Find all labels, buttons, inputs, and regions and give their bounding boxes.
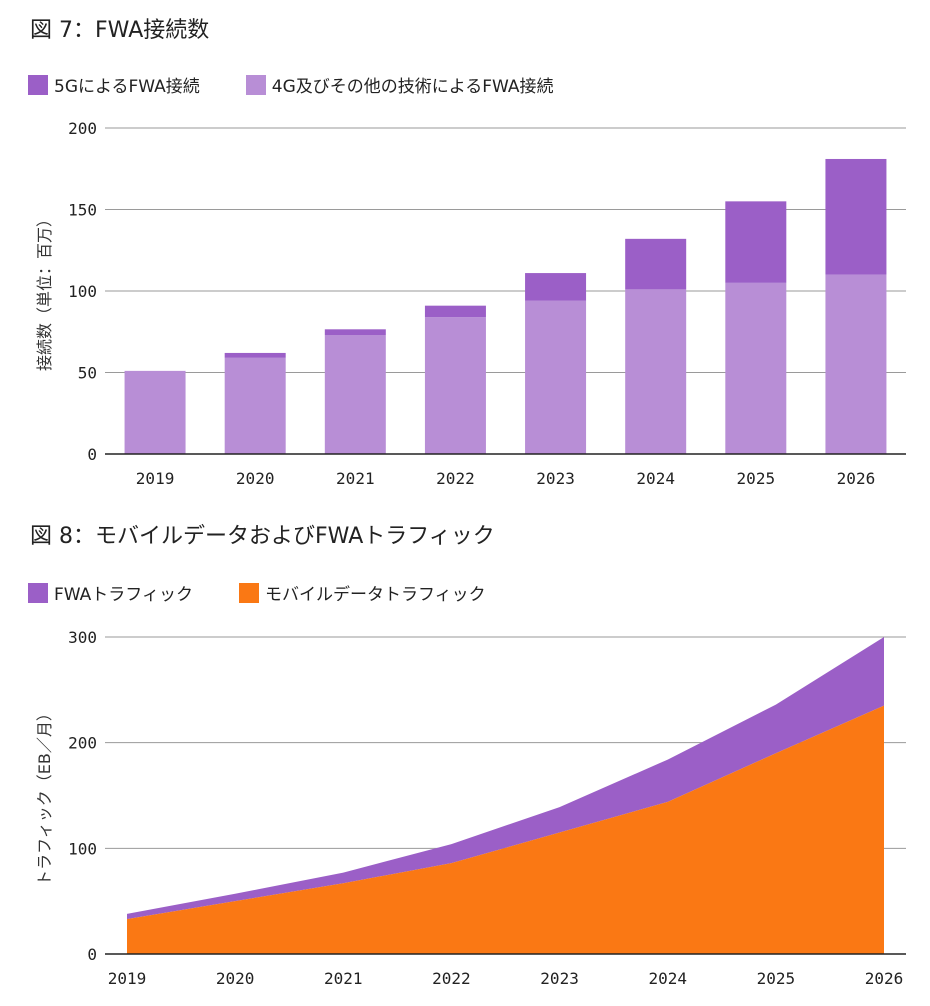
y-tick-label: 200 [68, 119, 97, 138]
y-tick-label: 0 [87, 445, 97, 464]
y-tick-label: 100 [68, 839, 97, 858]
bar-4g-2026 [825, 274, 887, 454]
y-tick-label: 200 [68, 734, 97, 753]
x-tick-label: 2021 [324, 969, 363, 988]
x-tick-label: 2025 [757, 969, 796, 988]
bar-4g-2019 [124, 370, 186, 454]
legend-label-4g: 4G及びその他の技術によるFWA接続 [271, 77, 554, 97]
y-tick-label: 0 [87, 945, 97, 964]
legend-label-mobile-traffic: モバイルデータトラフィック [264, 585, 486, 605]
legend-item-5g: 5GによるFWA接続 [28, 72, 200, 97]
legend-swatch-5g [28, 74, 48, 95]
bar-5g-2021 [324, 329, 386, 336]
legend-item-4g: 4G及びその他の技術によるFWA接続 [245, 72, 554, 97]
bar-4g-2021 [324, 335, 386, 454]
x-tick-label: 2024 [648, 969, 687, 988]
x-tick-label: 2026 [837, 469, 876, 488]
bar-5g-2024 [625, 238, 687, 290]
bar-4g-2025 [725, 282, 787, 454]
y-tick-label: 100 [68, 282, 97, 301]
bar-5g-2023 [525, 273, 587, 301]
x-tick-label: 2022 [436, 469, 475, 488]
area-mobile-data-traffic [127, 705, 884, 954]
x-tick-label: 2023 [540, 969, 579, 988]
legend-swatch-fwa-traffic [28, 582, 48, 603]
bar-5g-2020 [224, 352, 286, 358]
y-tick-label: 300 [68, 628, 97, 647]
x-tick-label: 2019 [136, 469, 175, 488]
x-tick-label: 2019 [108, 969, 147, 988]
bar-4g-2022 [424, 317, 486, 454]
chart-1-title: 図 7：FWA接続数 [30, 18, 210, 43]
y-axis-label: 接続数（単位：百万） [35, 211, 54, 371]
legend-swatch-mobile-traffic [238, 582, 259, 603]
legend-item-fwa-traffic: FWAトラフィック [28, 580, 193, 605]
chart-2-title: 図 8：モバイルデータおよびFWAトラフィック [30, 524, 495, 549]
x-tick-label: 2020 [216, 969, 255, 988]
x-tick-label: 2023 [536, 469, 575, 488]
bar-4g-2024 [625, 289, 687, 454]
legend-swatch-4g [245, 74, 266, 95]
y-axis-label: トラフィック（EB／月） [35, 705, 54, 886]
x-tick-label: 2020 [236, 469, 275, 488]
bar-4g-2023 [525, 300, 587, 454]
x-tick-label: 2024 [636, 469, 675, 488]
chart-2-legend: FWAトラフィック モバイルデータトラフィック [28, 580, 532, 605]
bar-5g-2022 [424, 305, 486, 318]
y-tick-label: 50 [78, 364, 97, 383]
bar-4g-2020 [224, 357, 286, 454]
bar-5g-2025 [725, 201, 787, 283]
x-tick-label: 2026 [865, 969, 904, 988]
x-tick-label: 2021 [336, 469, 375, 488]
legend-item-mobile-traffic: モバイルデータトラフィック [238, 580, 486, 605]
legend-label-fwa-traffic: FWAトラフィック [54, 585, 193, 605]
chart-1-legend: 5GによるFWA接続 4G及びその他の技術によるFWA接続 [28, 72, 600, 97]
x-tick-label: 2022 [432, 969, 471, 988]
x-tick-label: 2025 [737, 469, 776, 488]
legend-label-5g: 5GによるFWA接続 [54, 77, 200, 97]
bar-5g-2026 [825, 158, 887, 275]
y-tick-label: 150 [68, 201, 97, 220]
